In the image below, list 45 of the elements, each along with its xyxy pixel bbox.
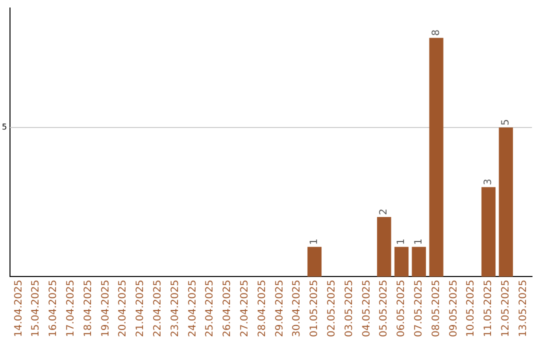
x-tick-label: 01.05.2025 [309,280,320,338]
data-label: 8 [430,29,442,36]
x-tick-label: 14.04.2025 [13,280,24,338]
x-tick-label: 07.05.2025 [413,280,424,338]
bar [307,246,322,277]
bar [394,246,409,277]
x-tick-label: 24.04.2025 [187,280,198,338]
data-label: 2 [378,208,390,216]
x-tick-label: 26.04.2025 [222,280,234,338]
ref-line-label: 5 [2,122,7,132]
x-tick-label: 06.05.2025 [396,280,408,338]
data-label: 1 [396,238,408,245]
x-tick-label: 29.04.2025 [274,280,286,338]
bar [481,187,496,277]
data-label: 5 [500,119,512,126]
x-tick-label: 21.04.2025 [135,280,146,338]
x-tick-label: 11.05.2025 [483,280,494,338]
x-tick-label: 10.05.2025 [466,280,477,338]
bar [377,217,392,277]
x-tick-label: 04.05.2025 [361,280,372,338]
bar [498,127,513,277]
x-tick-label: 25.04.2025 [204,280,216,338]
x-tick-label: 13.05.2025 [518,280,529,338]
x-tick-label: 23.04.2025 [170,280,181,338]
x-tick-label: 20.04.2025 [118,280,129,338]
x-tick-label: 02.05.2025 [326,280,338,338]
data-label: 1 [413,238,424,245]
bar [429,38,444,277]
bar [412,246,426,277]
x-tick-label: 05.05.2025 [378,280,390,338]
data-label: 3 [483,178,494,186]
x-tick-label: 28.04.2025 [256,280,268,338]
x-tick-label: 19.04.2025 [100,280,112,338]
x-tick-label: 16.04.2025 [48,280,60,338]
x-tick-label: 22.04.2025 [152,280,164,338]
x-tick-label: 30.04.2025 [292,280,303,338]
x-tick-label: 12.05.2025 [500,280,512,338]
x-tick-label: 18.04.2025 [82,280,94,338]
x-tick-label: 08.05.2025 [430,280,442,338]
x-tick-label: 17.04.2025 [65,280,76,338]
data-label: 1 [309,238,320,245]
x-tick-label: 15.04.2025 [30,280,42,338]
x-tick-label: 09.05.2025 [448,280,460,338]
x-tick-label: 03.05.2025 [344,280,355,338]
x-tick-label: 27.04.2025 [239,280,250,338]
